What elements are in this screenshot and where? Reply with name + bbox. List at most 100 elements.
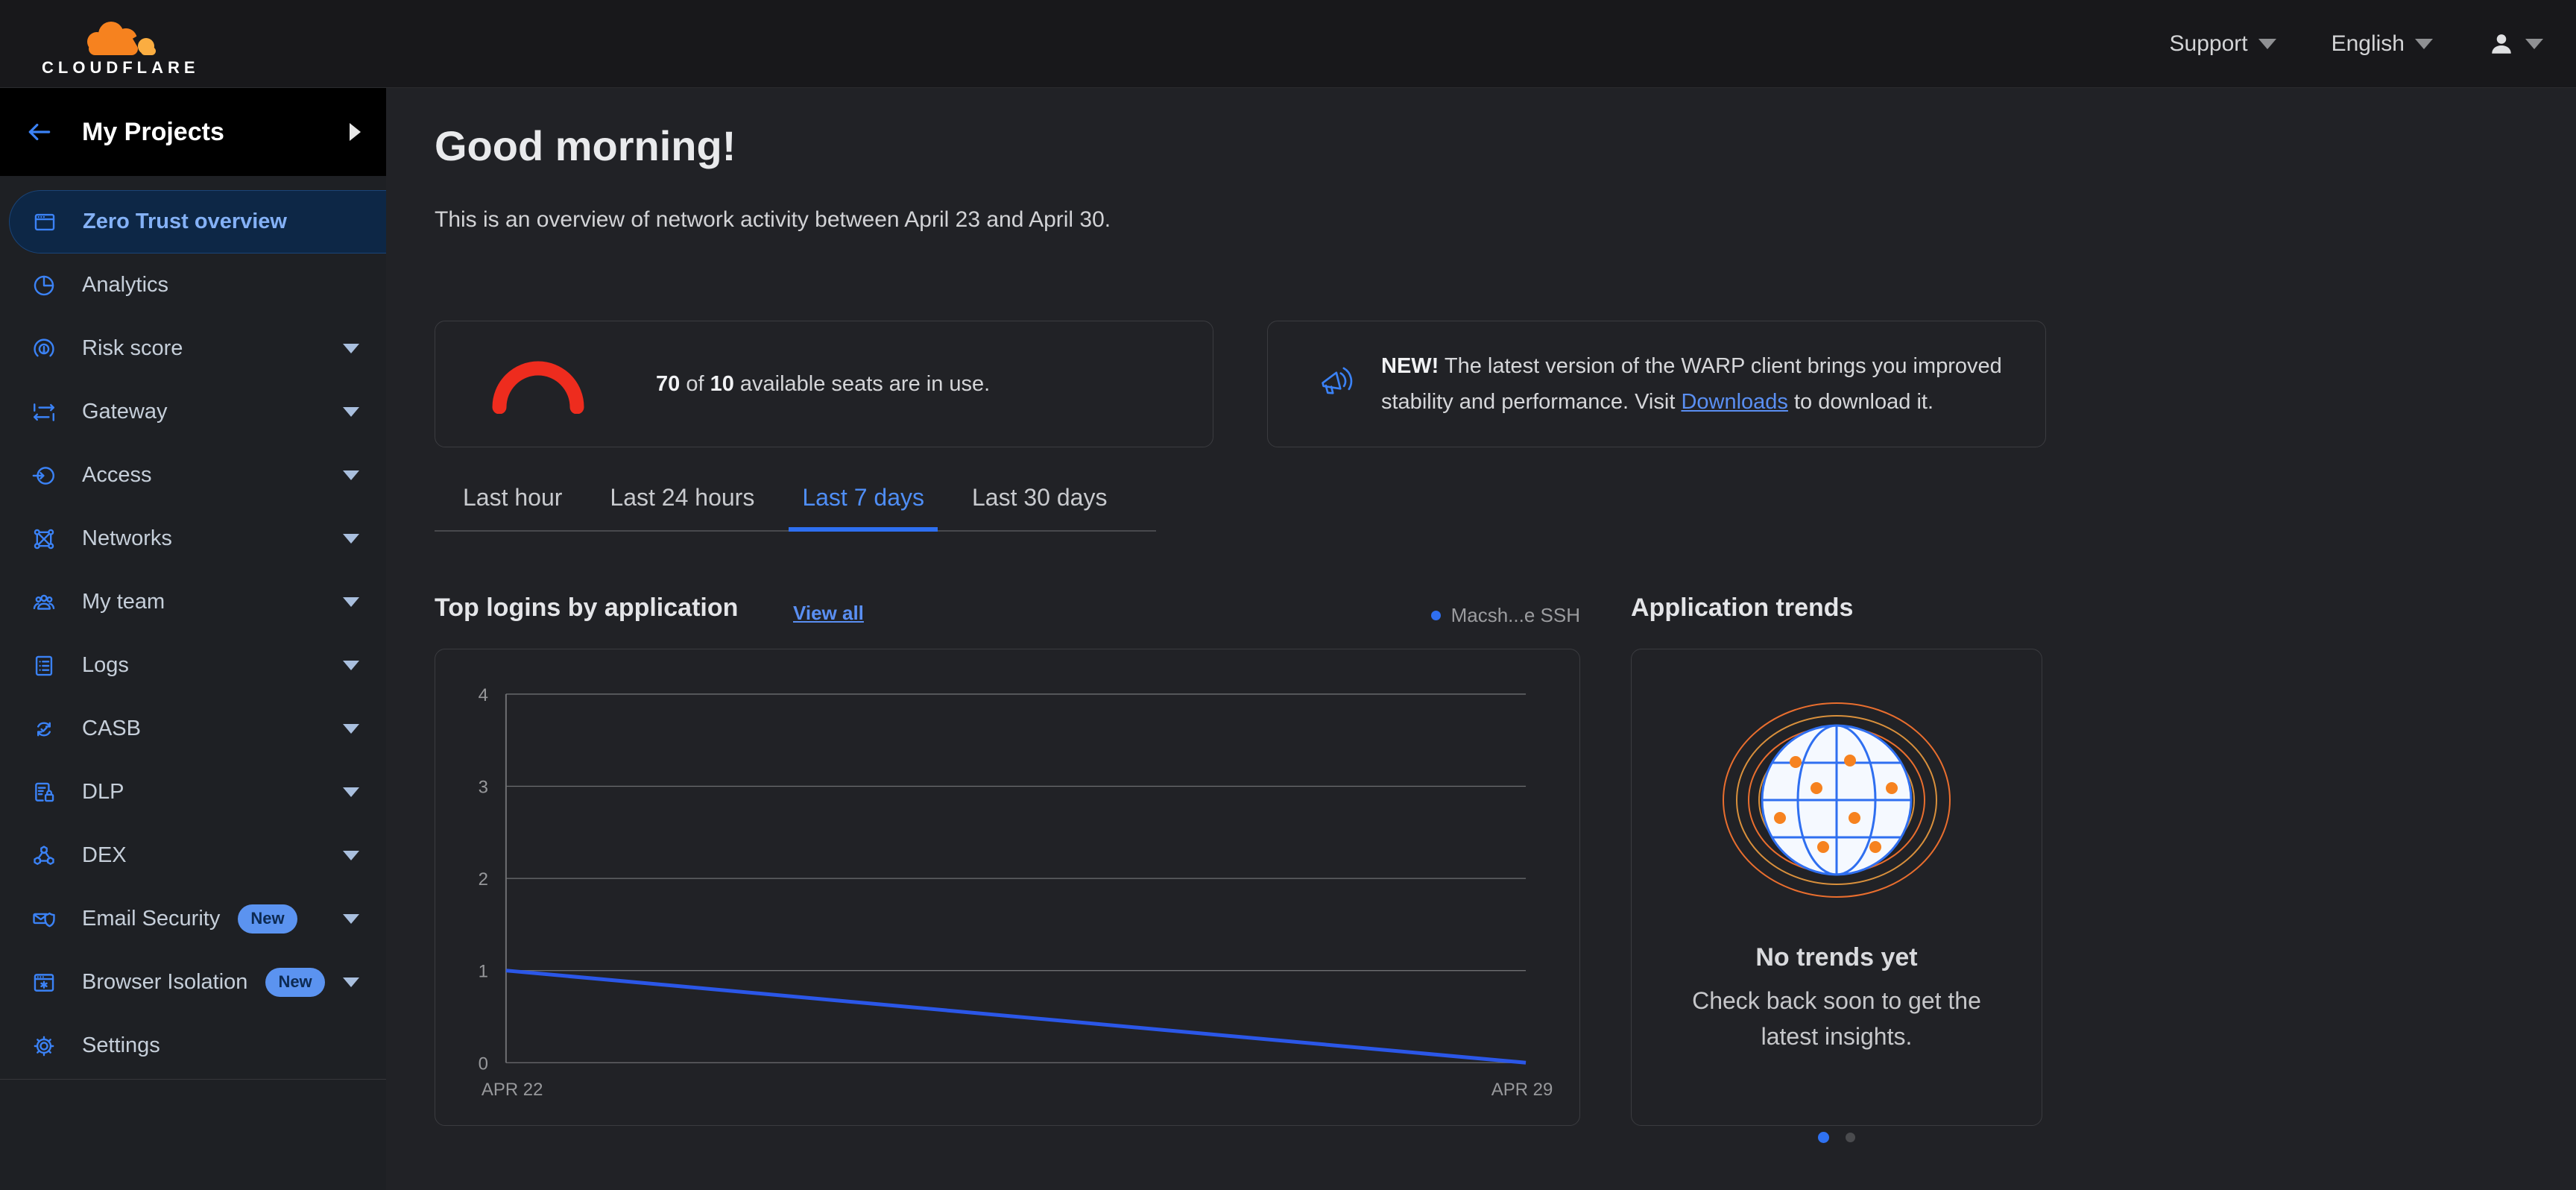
analytics-icon (30, 271, 58, 300)
sidebar-item-access[interactable]: Access (0, 444, 386, 507)
pagination-dot-1[interactable] (1818, 1132, 1829, 1143)
chevron-down-icon (343, 787, 359, 797)
logins-series-line (505, 969, 1527, 1065)
view-all-link[interactable]: View all (793, 602, 864, 624)
trends-pagination (1631, 1132, 2042, 1143)
language-label: English (2331, 31, 2405, 56)
access-icon (30, 462, 58, 490)
seats-usage-card: 70 of 10 available seats are in use. (435, 321, 1213, 447)
user-icon (2492, 34, 2511, 54)
sidebar-item-analytics[interactable]: Analytics (0, 254, 386, 317)
sidebar: My Projects Zero Trust overview Analytic… (0, 88, 386, 1190)
logins-line-chart: 0 1 2 3 4 APR 22 APR 29 (479, 685, 1553, 1100)
language-menu[interactable]: English (2332, 31, 2433, 57)
chevron-down-icon (343, 661, 359, 670)
dlp-icon (30, 778, 58, 807)
seats-used: 70 (656, 371, 681, 396)
seats-gauge-icon (492, 361, 584, 414)
support-menu[interactable]: Support (2170, 31, 2276, 57)
chevron-down-icon (343, 914, 359, 924)
logs-icon (30, 652, 58, 680)
svg-text:APR 29: APR 29 (1491, 1080, 1553, 1100)
email-security-icon (30, 905, 58, 934)
sidebar-item-zero-trust-overview[interactable]: Zero Trust overview (9, 190, 386, 254)
sidebar-item-my-team[interactable]: My team (0, 570, 386, 634)
logins-section-title: Top logins by application (435, 594, 739, 622)
main-content: Good morning! This is an overview of net… (386, 88, 2576, 1190)
sidebar-item-networks[interactable]: Networks (0, 507, 386, 570)
gateway-icon (30, 398, 58, 426)
back-arrow-icon (28, 123, 51, 141)
tab-last-30-days[interactable]: Last 30 days (959, 484, 1120, 530)
tab-last-7-days[interactable]: Last 7 days (789, 484, 938, 532)
logins-chart-card: 0 1 2 3 4 APR 22 APR 29 (435, 649, 1580, 1126)
support-label: Support (2169, 31, 2248, 56)
seats-usage-text: 70 of 10 available seats are in use. (656, 371, 991, 396)
new-badge: New (238, 904, 297, 934)
pagination-dot-2[interactable] (1846, 1133, 1855, 1142)
sidebar-item-browser-isolation[interactable]: Browser Isolation New (0, 951, 386, 1014)
svg-text:APR 22: APR 22 (482, 1080, 543, 1100)
dex-icon (30, 842, 58, 870)
new-highlight: NEW! (1381, 353, 1439, 378)
settings-icon (30, 1032, 58, 1060)
cloudflare-cloud-icon (86, 21, 156, 57)
globe-illustration-icon (1723, 702, 1951, 898)
casb-icon (30, 715, 58, 743)
chevron-down-icon (2258, 38, 2276, 49)
overview-icon (31, 208, 59, 236)
browser-isolation-icon (30, 969, 58, 997)
cloudflare-logo[interactable]: CLOUDFLARE (42, 15, 200, 78)
trends-empty-message: Check back soon to get the latest insigh… (1692, 987, 1981, 1050)
sidebar-item-dlp[interactable]: DLP (0, 761, 386, 824)
brand-text: CLOUDFLARE (42, 57, 200, 77)
tab-last-hour[interactable]: Last hour (449, 484, 575, 530)
sidebar-item-email-security[interactable]: Email Security New (0, 887, 386, 951)
sidebar-item-logs[interactable]: Logs (0, 634, 386, 697)
sidebar-item-dex[interactable]: DEX (0, 824, 386, 887)
my-projects-title: My Projects (82, 117, 224, 146)
sidebar-item-settings[interactable]: Settings (0, 1014, 386, 1077)
svg-text:4: 4 (479, 685, 488, 705)
chevron-right-icon (350, 123, 361, 141)
chevron-down-icon (343, 597, 359, 607)
chevron-down-icon (343, 407, 359, 417)
user-menu[interactable] (2488, 31, 2543, 57)
new-badge: New (265, 968, 325, 997)
chevron-down-icon (2415, 38, 2433, 49)
page-title: Good morning! (435, 122, 736, 169)
sidebar-item-gateway[interactable]: Gateway (0, 380, 386, 444)
time-range-tabs: Last hour Last 24 hours Last 7 days Last 30… (435, 484, 1157, 532)
networks-icon (30, 525, 58, 553)
application-trends-card: No trends yet Check back soon to get the… (1631, 649, 2042, 1126)
trends-empty-title: No trends yet (1755, 943, 1918, 972)
legend-label: Macsh...e SSH (1450, 604, 1580, 626)
chevron-down-icon (2525, 38, 2543, 49)
megaphone-icon (1316, 360, 1360, 409)
svg-text:0: 0 (479, 1054, 488, 1074)
trends-section-title: Application trends (1631, 594, 1854, 622)
top-bar: CLOUDFLARE Support English (0, 0, 2576, 88)
my-team-icon (30, 588, 58, 617)
svg-text:2: 2 (479, 869, 488, 890)
sidebar-item-risk-score[interactable]: Risk score (0, 317, 386, 380)
chart-legend: Macsh...e SSH (1377, 604, 1580, 627)
warp-announcement-card: NEW! The latest version of the WARP clie… (1267, 321, 2046, 447)
risk-score-icon (30, 335, 58, 363)
chevron-down-icon (343, 724, 359, 734)
chevron-down-icon (343, 978, 359, 987)
svg-text:3: 3 (479, 777, 488, 797)
sidebar-item-casb[interactable]: CASB (0, 697, 386, 761)
sidebar-divider (0, 1079, 386, 1080)
my-projects-header[interactable]: My Projects (0, 88, 386, 176)
chevron-down-icon (343, 344, 359, 353)
page-subtitle: This is an overview of network activity … (435, 207, 1111, 232)
chevron-down-icon (343, 851, 359, 860)
downloads-link[interactable]: Downloads (1681, 390, 1788, 414)
tab-last-24-hours[interactable]: Last 24 hours (596, 484, 768, 530)
sidebar-nav: Zero Trust overview Analytics Risk score… (0, 176, 386, 1077)
warp-announcement-text: NEW! The latest version of the WARP clie… (1381, 353, 2002, 414)
svg-text:1: 1 (479, 962, 488, 982)
seats-total: 10 (710, 371, 734, 396)
top-right-nav: Support English (2170, 31, 2543, 57)
